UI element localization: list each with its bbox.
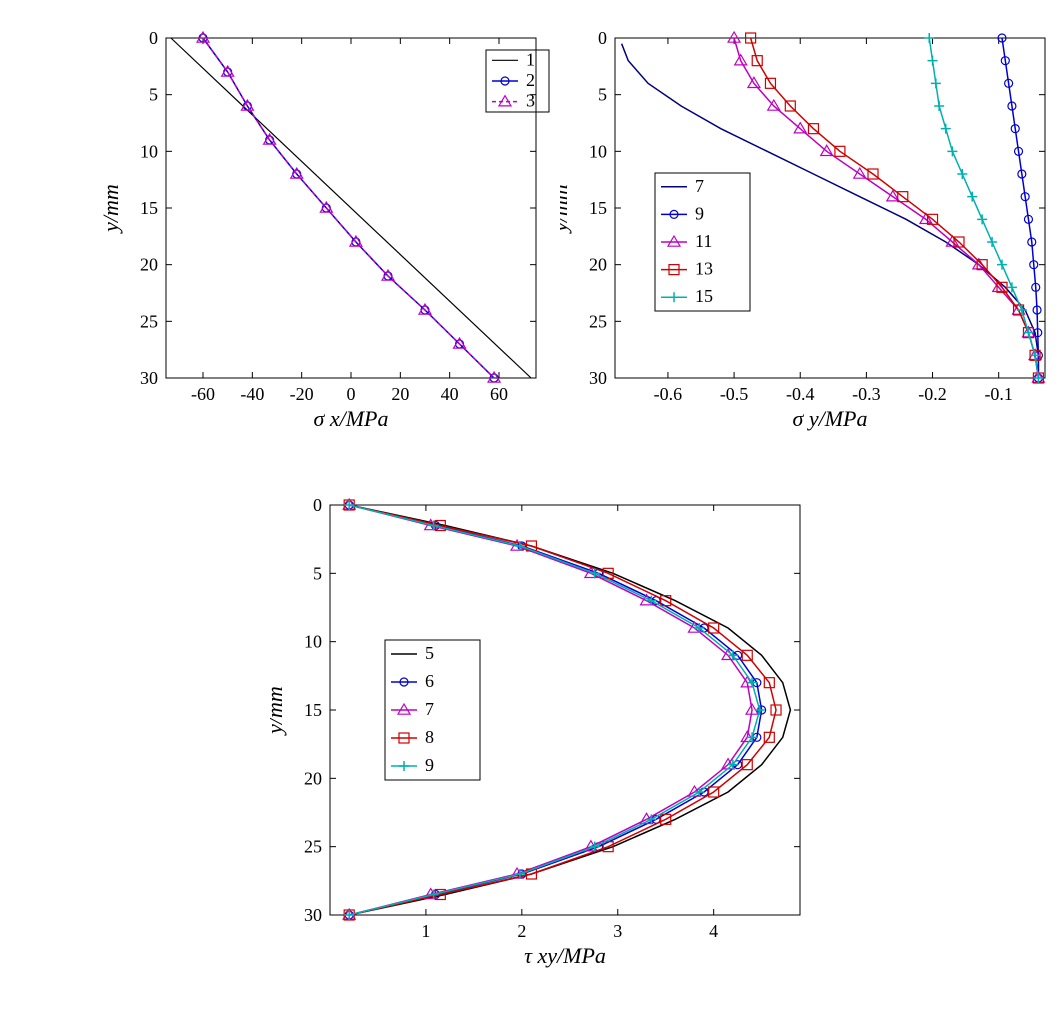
series-line [622,44,1039,378]
x-tick-label: -20 [290,384,314,404]
series-line [929,38,1038,378]
chart-tau-xy: 1 2 3 4 0 5 10 15 20 25 30 τ xy/MPa y/mm 5 6 7 8 9 [270,495,860,1010]
y-tick-label: 5 [149,85,158,105]
figure-container: -60-40-200204060051015202530σ x/MPay/mm1… [20,20,1064,1000]
y-tick-label: 10 [589,141,607,161]
legend-label: 7 [425,699,434,719]
x-tick-label: 2 [517,921,526,941]
legend-label: 9 [695,203,704,223]
series-line [734,38,1038,378]
y-tick-label: 10 [304,632,322,652]
y-tick-label: 0 [313,495,322,515]
legend-label: 6 [425,671,434,691]
y-axis-label: y/mm [560,184,572,234]
chart-svg: -0.6 -0.5 -0.4 -0.3 -0.2 -0.1 0 5 10 15 20 25 30 σ y/… [560,28,1064,463]
legend-label: 15 [695,286,713,306]
plot-box [615,38,1045,378]
x-tick-label: -0.1 [984,384,1013,404]
y-tick-label: 30 [140,368,158,388]
chart-svg: -60 -40 -20 0 20 40 60 0 5 10 15 20 25 30 σ x/MPa y/mm 1… [88,28,558,463]
x-tick-label: 1 [421,921,430,941]
legend-label: 5 [425,643,434,663]
x-tick-label: 40 [441,384,459,404]
chart-sigma-y: -0.6 -0.5 -0.4 -0.3 -0.2 -0.1 0 5 10 15 20 25 30 σ y/… [560,28,1064,463]
y-axis-label: y/mm [98,184,123,234]
y-tick-label: 20 [140,255,158,275]
legend-label: 13 [695,259,713,279]
legend-label: 2 [526,70,535,90]
y-tick-label: 0 [149,28,158,48]
x-tick-label: -0.3 [852,384,881,404]
y-tick-label: 30 [304,905,322,925]
series-line [203,38,494,378]
y-tick-label: 10 [140,141,158,161]
series-line [171,38,531,378]
chart-sigma-x: -60 -40 -20 0 20 40 60 0 5 10 15 20 25 30 σ x/MPa y/mm 1… [88,28,558,463]
y-tick-label: 5 [313,563,322,583]
x-axis-label: σ y/MPa [793,406,868,431]
legend-label: 3 [526,91,535,111]
y-tick-label: 25 [304,837,322,857]
x-tick-label: -0.6 [654,384,683,404]
y-tick-label: 20 [304,768,322,788]
x-tick-label: -40 [240,384,264,404]
y-tick-label: 5 [598,85,607,105]
x-tick-label: -60 [191,384,215,404]
y-tick-label: 15 [304,700,322,720]
x-tick-label: 0 [347,384,356,404]
chart-svg: 1 2 3 4 0 5 10 15 20 25 30 τ xy/MPa y/mm 5 6 7 8 9 [270,495,860,1010]
series-line [751,38,1039,378]
y-axis-label: y/mm [270,686,287,736]
series-line [203,38,494,378]
y-tick-label: 0 [598,28,607,48]
x-tick-label: 60 [490,384,508,404]
legend-label: 11 [695,231,712,251]
y-tick-label: 20 [589,255,607,275]
y-tick-label: 15 [140,198,158,218]
x-tick-label: -0.4 [786,384,815,404]
y-tick-label: 30 [589,368,607,388]
x-axis-label: σ x/MPa [314,406,389,431]
x-tick-label: 20 [391,384,409,404]
y-tick-label: 25 [589,311,607,331]
x-axis-label: τ xy/MPa [524,943,606,968]
legend-label: 8 [425,727,434,747]
legend-label: 7 [695,176,704,196]
x-tick-label: -0.5 [720,384,749,404]
y-tick-label: 15 [589,198,607,218]
legend-label: 9 [425,755,434,775]
x-tick-label: -0.2 [918,384,947,404]
x-tick-label: 4 [709,921,718,941]
x-tick-label: 3 [613,921,622,941]
y-tick-label: 25 [140,311,158,331]
legend-label: 1 [526,49,535,69]
